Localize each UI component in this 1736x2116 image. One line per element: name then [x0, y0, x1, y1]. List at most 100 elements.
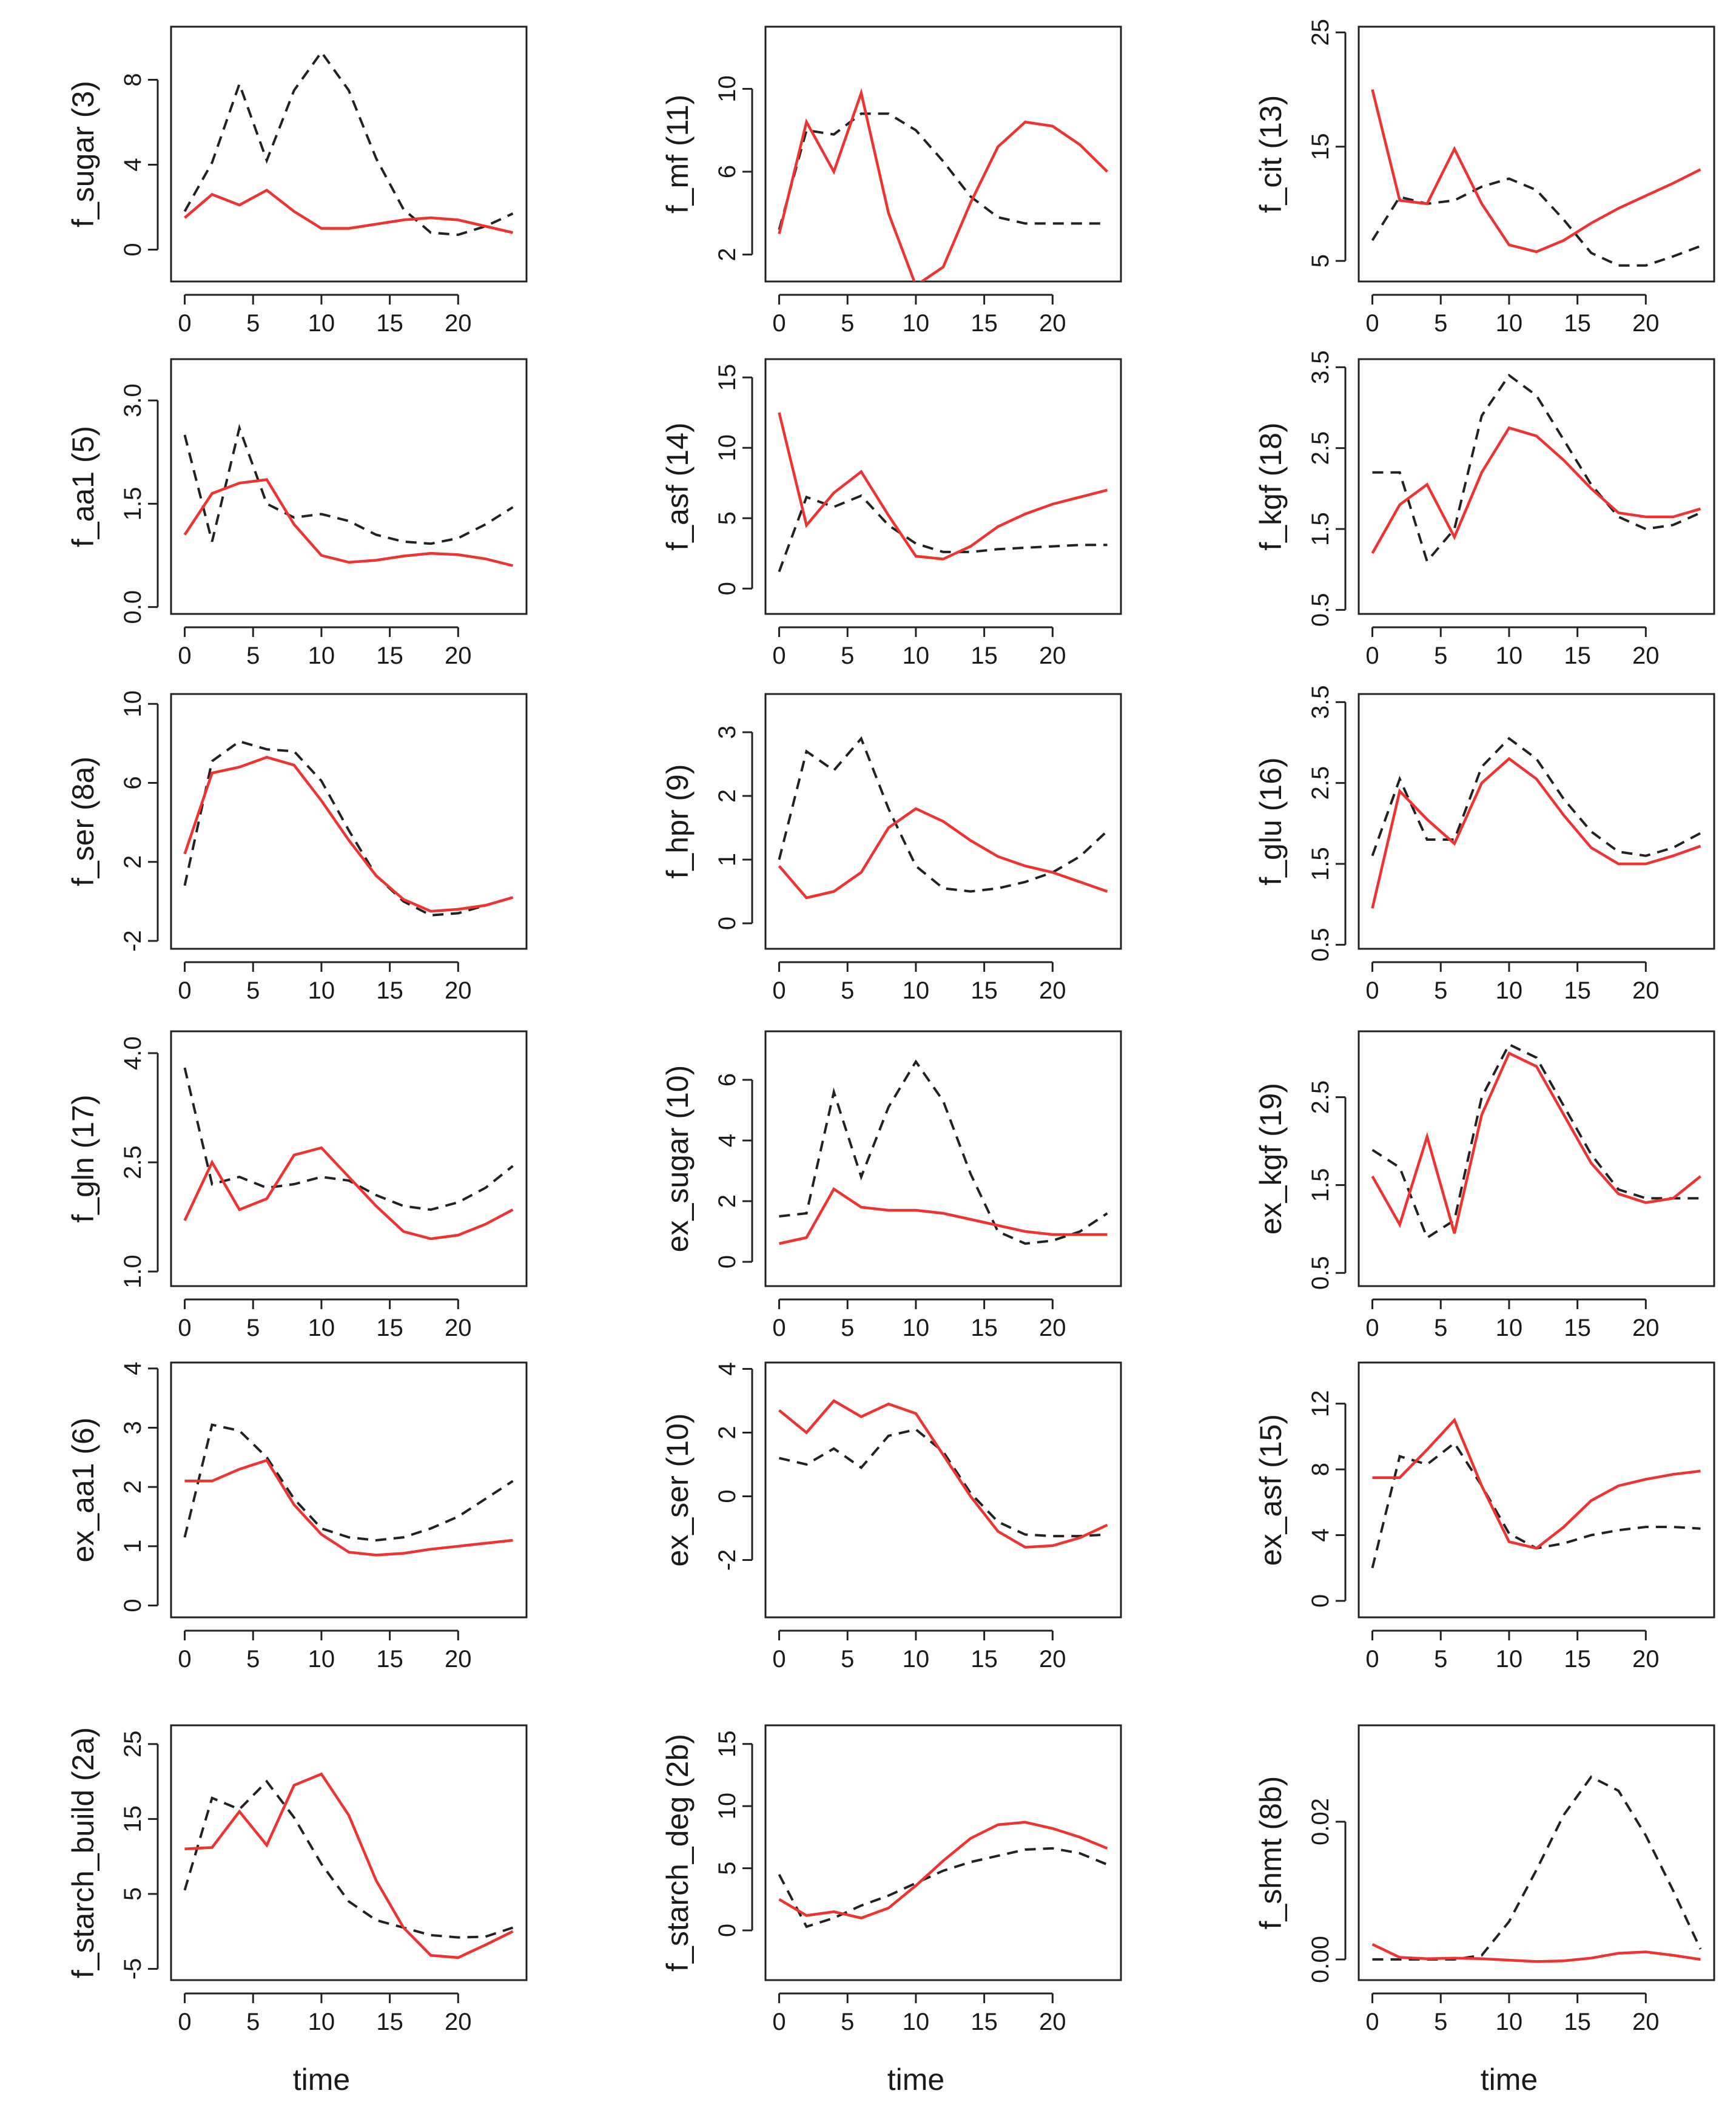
series-line-dashed — [1372, 1775, 1702, 1961]
x-tick-label: 5 — [246, 1315, 260, 1341]
series-line-dashed — [183, 1779, 514, 1939]
y-tick-label: 4.0 — [119, 1036, 146, 1070]
x-tick-label: 15 — [376, 1315, 403, 1341]
x-tick-label: 0 — [178, 310, 191, 337]
plot-frame — [1358, 358, 1715, 615]
y-tick-label: 3 — [714, 726, 741, 739]
y-tick-label: 15 — [119, 1805, 146, 1833]
y-tick-label: 6 — [119, 776, 146, 789]
y-axis-title: f_aa1 (5) — [66, 426, 100, 547]
x-tick-label: 5 — [246, 310, 260, 337]
y-tick-label: 1 — [119, 1540, 146, 1553]
y-tick-label: 3.5 — [1307, 351, 1334, 385]
y-tick-label: 4 — [119, 158, 146, 171]
x-tick-label: 20 — [1632, 2009, 1660, 2035]
x-tick-label: 5 — [841, 310, 854, 337]
x-tick-label: 5 — [841, 2009, 854, 2035]
x-tick-label: 10 — [308, 1315, 335, 1341]
y-tick-label: 3.5 — [1307, 686, 1334, 719]
x-tick-label: 15 — [1564, 2009, 1591, 2035]
y-axis-title: ex_asf (15) — [1254, 1414, 1288, 1566]
y-axis-title: f_starch_deg (2b) — [661, 1734, 695, 1972]
y-tick-label: 15 — [714, 364, 741, 391]
y-tick-label: 2.5 — [119, 1145, 146, 1179]
x-tick-label: 15 — [1564, 1646, 1591, 1673]
x-tick-label: 20 — [445, 310, 472, 337]
plot-frame — [1358, 1030, 1715, 1287]
series-line-solid — [1371, 1942, 1701, 1963]
series-line-solid — [183, 478, 514, 567]
panel-11: 0 5 10 15 20 0 2 4 6 ex_sugar (10) — [661, 1030, 1122, 1341]
plot-frame — [170, 358, 528, 615]
series-line-dashed — [778, 736, 1108, 893]
x-tick-label: 0 — [1365, 1315, 1379, 1341]
series-line-dashed — [779, 1428, 1108, 1538]
y-tick-label: 2 — [714, 789, 741, 803]
y-tick-label: 0 — [714, 1255, 741, 1269]
x-tick-label: 10 — [1496, 977, 1523, 1004]
panel-3: 0 5 10 15 20 5 15 25 f_cit (13) — [1254, 19, 1715, 337]
y-tick-label: 8 — [119, 73, 146, 86]
y-tick-label: 0 — [714, 1924, 741, 1937]
x-tick-label: 5 — [841, 1646, 854, 1673]
x-tick-label: 0 — [1365, 310, 1379, 337]
x-tick-label: 15 — [971, 2009, 998, 2035]
panel-6: 0 5 10 15 20 0.5 1.5 2.5 3.5 f_kgf (18) — [1254, 351, 1715, 669]
x-tick-label: 0 — [772, 310, 786, 337]
x-tick-label: 10 — [1496, 1315, 1523, 1341]
x-tick-label: 5 — [1434, 977, 1447, 1004]
x-tick-label: 15 — [971, 1646, 998, 1673]
x-tick-label: 20 — [1039, 310, 1066, 337]
series-line-dashed — [1371, 736, 1701, 857]
panel-13: 0 5 10 15 20 0 1 2 3 4 ex_aa1 (6) — [66, 1361, 528, 1673]
plot-frame — [764, 693, 1122, 950]
plot-frame — [764, 25, 1122, 283]
plot-frame — [1358, 693, 1715, 950]
panel-17: 0 5 10 15 20 0 5 10 15 f_starch_deg (2b) time — [661, 1724, 1122, 2097]
y-tick-label: 3.0 — [119, 383, 146, 417]
x-tick-label: 10 — [903, 2009, 930, 2035]
x-tick-label: 20 — [1039, 1646, 1066, 1673]
x-tick-label: 20 — [1039, 642, 1066, 669]
plot-frame — [170, 25, 528, 283]
x-tick-label: 10 — [903, 310, 930, 337]
x-tick-label: 0 — [178, 977, 191, 1004]
x-tick-label: 10 — [308, 977, 335, 1004]
plot-frame — [170, 1361, 528, 1619]
series-line-solid — [1372, 1417, 1701, 1550]
panel-7: 0 5 10 15 20 -2 2 6 10 f_ser (8a) — [66, 690, 528, 1004]
x-tick-label: 0 — [178, 1646, 191, 1673]
plot-frame — [170, 693, 528, 950]
x-tick-label: 15 — [376, 977, 403, 1004]
x-tick-label: 20 — [1632, 977, 1660, 1004]
series-line-solid — [778, 1821, 1108, 1919]
y-tick-label: 5 — [1307, 254, 1334, 268]
y-tick-label: 0 — [119, 243, 146, 256]
x-tick-label: 20 — [1632, 1646, 1660, 1673]
y-tick-label: 25 — [1307, 19, 1334, 45]
y-tick-label: 1.0 — [119, 1255, 146, 1289]
plot-frame — [764, 1361, 1122, 1619]
series-line-solid — [1371, 426, 1701, 554]
x-tick-label: 20 — [1632, 642, 1660, 669]
panel-8: 0 5 10 15 20 0 1 2 3 f_hpr (9) — [661, 693, 1122, 1004]
series-line-dashed — [183, 740, 514, 917]
series-line-solid — [1371, 756, 1701, 909]
series-line-solid — [1371, 1051, 1701, 1234]
series-line-dashed — [778, 494, 1108, 573]
x-axis-title: time — [1481, 2063, 1538, 2097]
y-axis-title: ex_sugar (10) — [661, 1065, 695, 1253]
x-tick-label: 5 — [1434, 1646, 1447, 1673]
x-tick-label: 20 — [1039, 977, 1066, 1004]
y-tick-label: 2 — [119, 1480, 146, 1494]
x-tick-label: 0 — [772, 1646, 786, 1673]
x-axis-title: time — [887, 2063, 944, 2097]
y-tick-label: 15 — [1307, 133, 1334, 161]
series-line-dashed — [183, 50, 514, 237]
x-tick-label: 20 — [1039, 2009, 1066, 2035]
x-tick-label: 15 — [376, 1646, 403, 1673]
y-tick-label: 8 — [1307, 1463, 1334, 1476]
x-tick-label: 10 — [308, 1646, 335, 1673]
series-line-solid — [184, 1458, 513, 1557]
